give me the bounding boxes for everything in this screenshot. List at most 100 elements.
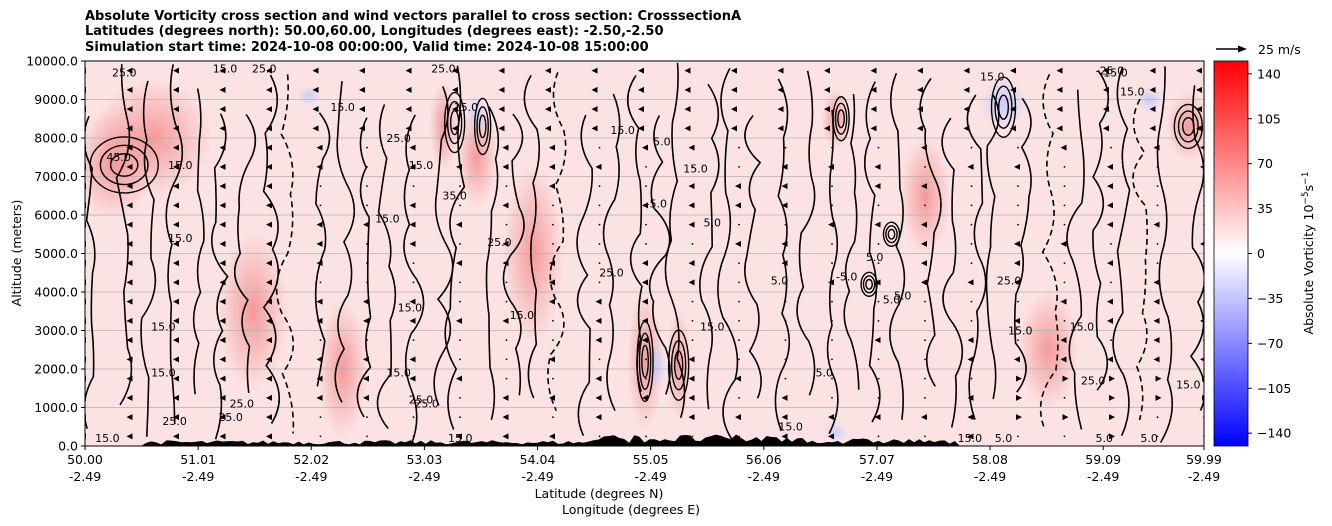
contour-loop <box>109 153 139 177</box>
shading-red <box>457 107 498 208</box>
contour-label: 15.0 <box>1120 86 1145 99</box>
wind-vector <box>366 281 368 284</box>
wind-vector <box>173 279 179 286</box>
wind-vector <box>173 414 179 421</box>
wind-vector <box>126 298 133 305</box>
wind-vector <box>1014 317 1020 324</box>
wind-vector <box>459 396 461 399</box>
wind-vector <box>831 300 833 303</box>
quiver-key-label: 25 m/s <box>1258 42 1301 57</box>
wind-vector <box>831 185 833 188</box>
wind-vector <box>688 202 695 209</box>
contour-labels: 15.0 25.0 15.0 25.0 45.0 25.0 15.0 15.0 15.0 15.0… <box>95 63 1200 446</box>
wind-vector <box>1196 125 1202 132</box>
wind-vector <box>359 86 365 93</box>
wind-vector <box>1103 86 1109 93</box>
wind-vector <box>784 377 787 380</box>
wind-vector <box>219 414 226 421</box>
wind-vector <box>452 67 458 74</box>
x-tick-label-lat: 59.99 <box>1186 452 1222 467</box>
wind-vector <box>1063 281 1066 284</box>
wind-vector <box>963 125 970 132</box>
x-tick-label-lon: -2.49 <box>295 469 327 484</box>
wind-vector <box>1063 223 1066 226</box>
wind-vector <box>219 298 226 305</box>
wind-vector <box>126 279 133 286</box>
contour-loop <box>446 100 463 145</box>
wind-vector <box>1107 356 1113 363</box>
contour-line <box>85 115 96 429</box>
wind-vector <box>921 279 927 286</box>
x-tick-label-lon: -2.49 <box>521 469 553 484</box>
x-axis-ticks: 50.00 -2.49 51.01 -2.49 52.02 -2.49 53.03 -2.49… <box>67 446 1222 484</box>
wind-vector <box>505 377 508 380</box>
wind-vector <box>459 339 461 342</box>
wind-vector <box>126 260 133 267</box>
wind-vector <box>549 144 555 151</box>
contour-label: 5.0 <box>704 217 722 230</box>
wind-vector <box>691 339 694 342</box>
wind-vector <box>967 356 974 363</box>
wind-vector <box>266 260 272 267</box>
x-axis-label-latitude: Latitude (degrees N) <box>535 486 664 501</box>
contour-label: 15.0 <box>151 321 176 334</box>
wind-vector <box>691 319 694 322</box>
wind-vector <box>645 358 647 361</box>
wind-vector <box>319 204 322 207</box>
wind-vector <box>502 414 509 421</box>
wind-vector <box>735 202 741 209</box>
wind-vector <box>545 125 551 132</box>
contour-line <box>966 94 987 420</box>
wind-vector <box>870 67 877 74</box>
wind-vector <box>219 260 226 267</box>
wind-vector <box>459 416 461 419</box>
wind-vector <box>173 183 179 190</box>
contour-line <box>314 112 331 387</box>
wind-vector <box>828 221 834 228</box>
wind-vector <box>1109 414 1115 421</box>
wind-vector <box>777 86 784 93</box>
wind-vector <box>598 185 601 188</box>
wind-vector <box>316 298 323 305</box>
x-tick-label-lat: 55.05 <box>633 452 669 467</box>
colorbar-tick-label: 140 <box>1257 66 1281 81</box>
wind-vector <box>173 433 179 440</box>
wind-vector <box>1110 242 1112 245</box>
wind-vector <box>552 339 554 342</box>
wind-vector <box>126 86 133 93</box>
wind-vector <box>173 86 179 93</box>
wind-vector <box>963 106 970 113</box>
wind-vector <box>924 204 926 207</box>
wind-vector <box>591 125 598 132</box>
wind-vector <box>784 300 787 303</box>
wind-vector <box>831 262 833 265</box>
contour-line <box>576 114 594 436</box>
wind-vector <box>1063 396 1066 399</box>
wind-vector <box>359 106 365 113</box>
wind-vector <box>642 298 648 305</box>
wind-vector <box>1200 241 1204 246</box>
wind-vector <box>219 106 226 113</box>
wind-vector <box>828 433 834 440</box>
contour-line <box>485 106 500 420</box>
wind-vector <box>312 86 319 93</box>
wind-vector <box>877 146 880 149</box>
wind-vector <box>777 125 784 132</box>
wind-vector <box>1017 204 1019 207</box>
wind-vector <box>924 339 926 342</box>
wind-vector <box>1010 125 1016 132</box>
wind-vector <box>1010 67 1016 74</box>
wind-vector <box>691 242 694 245</box>
wind-vector <box>412 416 415 419</box>
wind-vector <box>266 317 272 324</box>
wind-vector <box>924 377 926 380</box>
wind-vector <box>874 279 881 286</box>
wind-vector <box>363 375 369 382</box>
colorbar-tick-label: 35 <box>1257 201 1273 216</box>
wind-vector <box>1014 163 1020 170</box>
wind-vector <box>126 240 133 247</box>
wind-vector <box>316 260 323 267</box>
wind-vector <box>1156 242 1159 245</box>
wind-vector <box>502 394 509 401</box>
